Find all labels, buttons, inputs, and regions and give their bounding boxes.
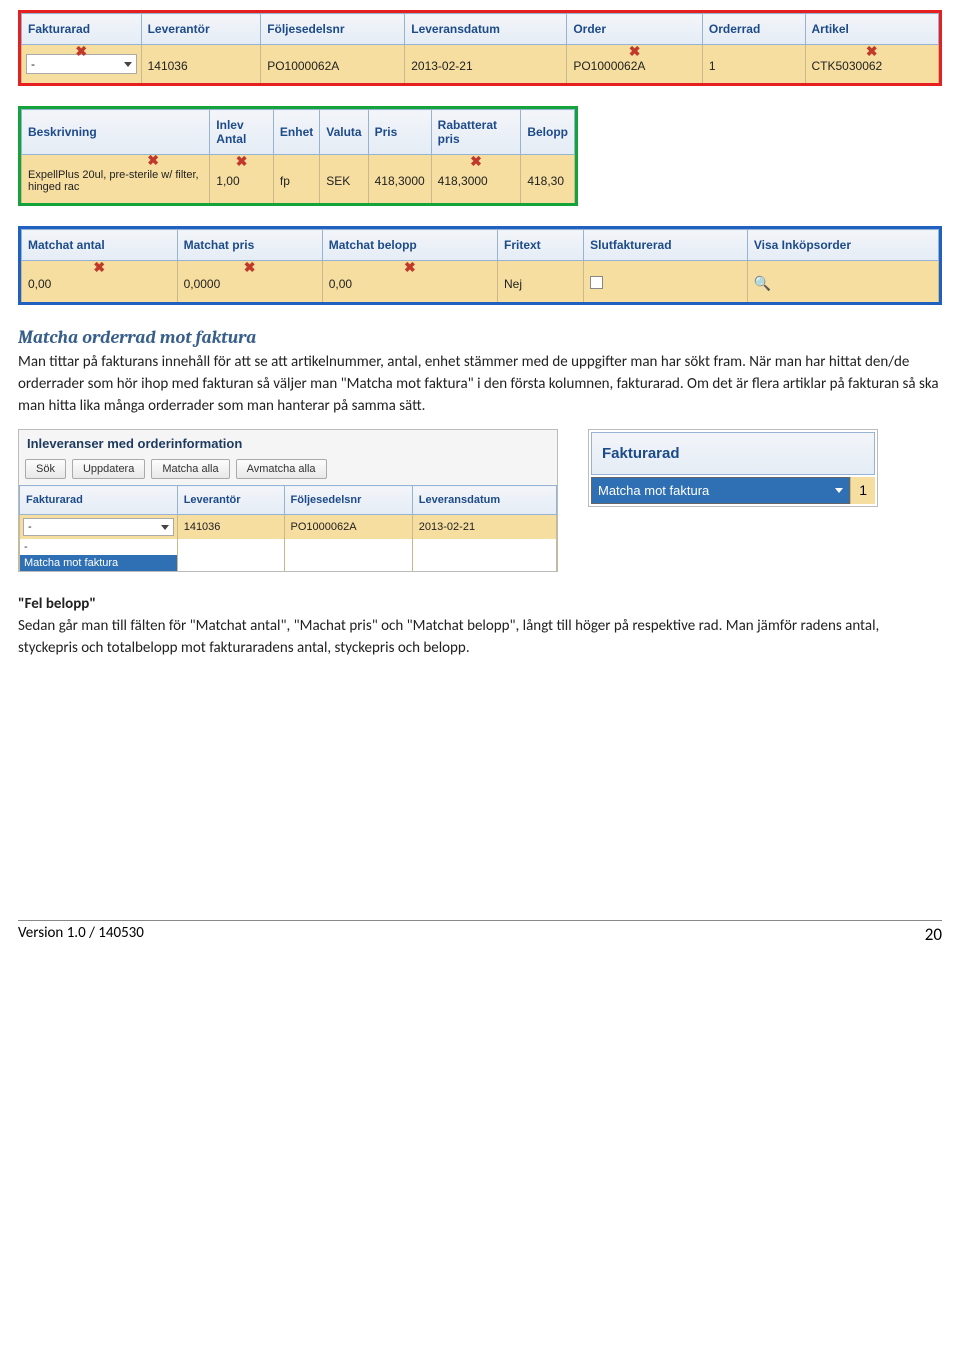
col-belopp: Belopp xyxy=(521,110,575,155)
footer-page: 20 xyxy=(925,924,942,945)
screenshot-row: Inleveranser med orderinformation Sök Up… xyxy=(18,429,942,572)
table-row: ✖ExpellPlus 20ul, pre-sterile w/ filter,… xyxy=(22,155,575,204)
dropdown-list: - Matcha mot faktura xyxy=(20,539,557,571)
col-m-antal: Matchat antal xyxy=(22,230,178,261)
uppdatera-button[interactable]: Uppdatera xyxy=(72,459,145,479)
col-leverantor: Leverantör xyxy=(141,14,261,45)
fakturarad-value: - xyxy=(31,57,35,71)
chevron-down-icon xyxy=(161,525,169,530)
col-artikel: Artikel xyxy=(805,14,939,45)
col-visa: Visa Inköpsorder xyxy=(747,230,938,261)
table-row: - 141036 PO1000062A 2013-02-21 xyxy=(20,515,557,540)
avmatcha-alla-button[interactable]: Avmatcha alla xyxy=(236,459,327,479)
cell-pris: 418,3000 xyxy=(368,155,431,204)
delete-icon[interactable]: ✖ xyxy=(404,259,416,276)
fakturarad-dropdown[interactable]: - xyxy=(23,518,174,536)
cell-enhet: fp xyxy=(273,155,319,204)
col-m-belopp: Matchat belopp xyxy=(322,230,497,261)
col-fakturarad: Fakturarad xyxy=(22,14,142,45)
cell-m-belopp: ✖0,00 xyxy=(322,261,497,303)
delete-icon[interactable]: ✖ xyxy=(236,153,248,170)
delete-icon[interactable]: ✖ xyxy=(244,259,256,276)
delete-icon[interactable]: ✖ xyxy=(629,43,641,60)
cell-dat: 2013-02-21 xyxy=(412,515,556,540)
col-beskrivning: Beskrivning xyxy=(22,110,210,155)
dropdown-option-matcha[interactable]: Matcha mot faktura xyxy=(20,555,177,571)
right-header: Fakturarad xyxy=(591,432,875,475)
section-fel-belopp: "Fel belopp" Sedan går man till fälten f… xyxy=(18,594,942,659)
cell-artikel: ✖CTK5030062 xyxy=(805,45,939,84)
magnifier-icon[interactable]: 🔍 xyxy=(754,275,771,291)
matcha-alla-button[interactable]: Matcha alla xyxy=(151,459,229,479)
delete-icon[interactable]: ✖ xyxy=(470,153,482,170)
col-pris: Pris xyxy=(368,110,431,155)
section-matcha-orderrad: Matcha orderrad mot faktura Man tittar p… xyxy=(18,327,942,417)
cell-slutfakt xyxy=(584,261,748,303)
footer-version: Version 1.0 / 140530 xyxy=(18,924,144,945)
delete-icon[interactable]: ✖ xyxy=(147,153,159,168)
table-row: ✖0,00 ✖0,0000 ✖0,00 Nej 🔍 xyxy=(22,261,939,303)
cell-levdatum: 2013-02-21 xyxy=(405,45,567,84)
delete-icon[interactable]: ✖ xyxy=(75,43,87,60)
cell-fritext: Nej xyxy=(497,261,583,303)
right-dropdown-value: Matcha mot faktura xyxy=(598,483,709,498)
cell-beskrivning: ✖ExpellPlus 20ul, pre-sterile w/ filter,… xyxy=(22,155,210,204)
paragraph-2: Sedan går man till fälten för "Matchat a… xyxy=(18,616,942,660)
fakturarad-table-red: Fakturarad Leverantör Följesedelsnr Leve… xyxy=(18,10,942,86)
page-footer: Version 1.0 / 140530 20 xyxy=(18,920,942,945)
col-foljesedel: Följesedelsnr xyxy=(261,14,405,45)
dropdown-value: - xyxy=(28,521,32,533)
cell-inlev-antal: ✖1,00 xyxy=(210,155,274,204)
col-order: Order xyxy=(567,14,703,45)
table-row: ✖ - 141036 PO1000062A 2013-02-21 ✖PO1000… xyxy=(22,45,939,84)
delete-icon[interactable]: ✖ xyxy=(866,43,878,60)
inlev-col-folj: Följesedelsnr xyxy=(284,486,412,515)
inlev-col-dat: Leveransdatum xyxy=(412,486,556,515)
cell-belopp: 418,30 xyxy=(521,155,575,204)
col-inlev-antal: Inlev Antal xyxy=(210,110,274,155)
inlev-col-fakturarad: Fakturarad xyxy=(20,486,178,515)
col-orderrad: Orderrad xyxy=(702,14,805,45)
cell-m-pris: ✖0,0000 xyxy=(177,261,322,303)
fakturarad-right-panel: Fakturarad Matcha mot faktura 1 xyxy=(588,429,878,507)
col-levdatum: Leveransdatum xyxy=(405,14,567,45)
dropdown-option-dash[interactable]: - xyxy=(20,539,177,555)
sok-button[interactable]: Sök xyxy=(25,459,66,479)
cell-leverantor: 141036 xyxy=(141,45,261,84)
cell-orderrad: 1 xyxy=(702,45,805,84)
chevron-down-icon xyxy=(835,488,843,493)
cell-m-antal: ✖0,00 xyxy=(22,261,178,303)
matchat-table-blue: Matchat antal Matchat pris Matchat belop… xyxy=(18,226,942,305)
cell-valuta: SEK xyxy=(320,155,368,204)
col-enhet: Enhet xyxy=(273,110,319,155)
button-row: Sök Uppdatera Matcha alla Avmatcha alla xyxy=(19,455,557,485)
cell-foljesedel: PO1000062A xyxy=(261,45,405,84)
beskrivning-table-green: Beskrivning Inlev Antal Enhet Valuta Pri… xyxy=(18,106,578,206)
delete-icon[interactable]: ✖ xyxy=(93,259,105,276)
col-fritext: Fritext xyxy=(497,230,583,261)
col-valuta: Valuta xyxy=(320,110,368,155)
inlev-title: Inleveranser med orderinformation xyxy=(19,430,557,455)
right-num: 1 xyxy=(850,477,875,504)
inlev-col-lev: Leverantör xyxy=(177,486,284,515)
heading-fel-belopp: "Fel belopp" xyxy=(18,594,942,616)
checkbox-slutfakt[interactable] xyxy=(590,276,603,289)
inleveranser-panel: Inleveranser med orderinformation Sök Up… xyxy=(18,429,558,572)
cell-lev: 141036 xyxy=(177,515,284,540)
col-m-pris: Matchat pris xyxy=(177,230,322,261)
cell-order: ✖PO1000062A xyxy=(567,45,703,84)
right-dropdown[interactable]: Matcha mot faktura xyxy=(591,477,850,504)
paragraph-1: Man tittar på fakturans innehåll för att… xyxy=(18,352,942,417)
cell-visa: 🔍 xyxy=(747,261,938,303)
heading-matcha: Matcha orderrad mot faktura xyxy=(18,327,942,348)
col-rabatt: Rabatterat pris xyxy=(431,110,521,155)
cell-folj: PO1000062A xyxy=(284,515,412,540)
chevron-down-icon xyxy=(124,62,132,67)
col-slutfakt: Slutfakturerad xyxy=(584,230,748,261)
cell-rabatt: ✖418,3000 xyxy=(431,155,521,204)
